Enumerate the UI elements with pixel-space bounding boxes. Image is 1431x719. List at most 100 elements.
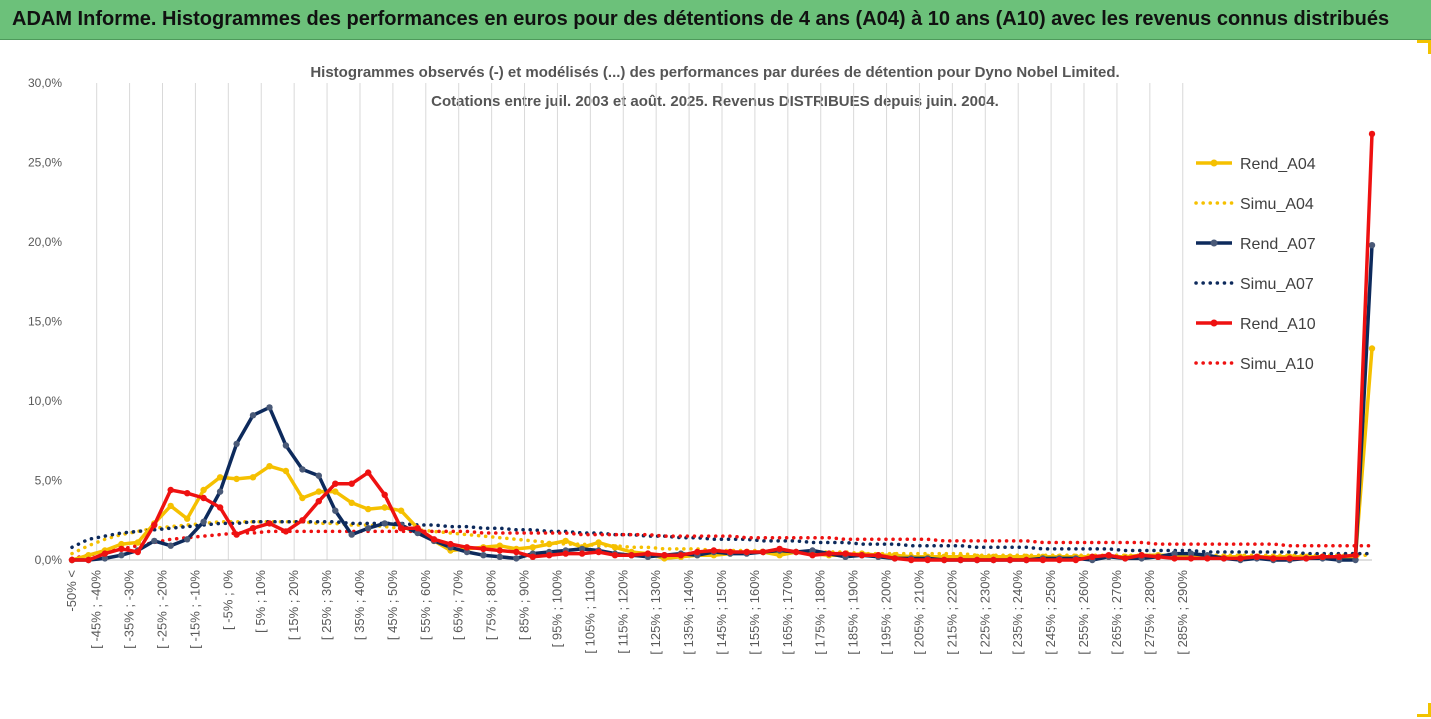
- data-point: [463, 544, 471, 551]
- legend-marker: [1210, 239, 1218, 247]
- data-point: [809, 547, 816, 554]
- x-tick-label: [ 235% ; 240%: [1010, 570, 1025, 655]
- data-point: [332, 507, 339, 514]
- x-tick-label: [ 35% ; 40%: [352, 570, 367, 641]
- data-point: [348, 480, 355, 487]
- data-point: [1122, 555, 1129, 562]
- x-tick-label: [ 285% ; 290%: [1175, 570, 1190, 655]
- corner-mark: [1417, 40, 1431, 43]
- data-point: [1220, 555, 1228, 562]
- data-point: [973, 556, 981, 564]
- x-tick-label: [ 215% ; 220%: [944, 570, 959, 655]
- legend-label: Rend_A07: [1240, 236, 1316, 253]
- data-point: [1105, 552, 1112, 559]
- data-point: [282, 442, 290, 449]
- chart-subtitle: Cotations entre juil. 2003 et août. 2025…: [431, 93, 999, 110]
- data-point: [809, 552, 816, 559]
- legend-label: Rend_A10: [1240, 316, 1316, 333]
- data-point: [1253, 553, 1261, 560]
- x-tick-label: [ 225% ; 230%: [977, 570, 992, 655]
- data-point: [1072, 556, 1080, 564]
- x-tick-label: [ -45% ; -40%: [89, 570, 104, 649]
- data-point: [85, 556, 92, 564]
- data-point: [200, 518, 207, 525]
- data-point: [710, 547, 717, 554]
- data-point: [628, 552, 635, 559]
- page-title: ADAM Informe. Histogrammes des performan…: [12, 8, 1390, 30]
- data-point: [595, 539, 602, 546]
- data-point: [68, 556, 76, 564]
- data-point: [513, 548, 520, 556]
- data-point: [266, 463, 273, 470]
- data-point: [990, 556, 997, 564]
- legend-label: Simu_A10: [1240, 356, 1314, 373]
- data-point: [792, 548, 800, 556]
- y-tick-label: 0,0%: [35, 553, 63, 567]
- data-point: [397, 525, 405, 532]
- data-point: [842, 550, 849, 557]
- data-point: [513, 555, 520, 562]
- data-point: [529, 553, 536, 560]
- data-point: [463, 548, 471, 556]
- legend-label: Simu_A04: [1240, 196, 1314, 213]
- x-tick-label: [ 55% ; 60%: [418, 570, 433, 641]
- data-point: [727, 548, 734, 556]
- corner-mark: [1428, 40, 1431, 54]
- x-tick-label: [ 115% ; 120%: [615, 570, 630, 654]
- y-tick-label: 25,0%: [28, 156, 62, 170]
- data-point: [496, 542, 503, 549]
- x-tick-label: [ 205% ; 210%: [911, 570, 926, 655]
- data-point: [414, 525, 421, 532]
- data-point: [299, 466, 306, 473]
- data-point: [891, 555, 898, 562]
- data-point: [266, 404, 273, 411]
- data-point: [578, 550, 586, 557]
- x-tick-label: [ 45% ; 50%: [385, 570, 400, 641]
- data-point: [957, 556, 964, 564]
- data-point: [118, 540, 125, 548]
- data-point: [184, 515, 191, 522]
- data-point: [496, 553, 503, 560]
- data-point: [184, 536, 191, 543]
- data-point: [216, 474, 224, 481]
- data-point: [381, 504, 388, 511]
- data-point: [167, 486, 174, 494]
- data-point: [546, 540, 553, 548]
- data-point: [151, 537, 158, 545]
- data-point: [430, 536, 438, 543]
- corner-mark: [1417, 714, 1431, 717]
- x-tick-label: -50% <: [64, 570, 79, 612]
- x-tick-label: [ 195% ; 200%: [879, 570, 894, 655]
- data-point: [1089, 553, 1096, 560]
- chart: Histogrammes observés (-) et modélisés (…: [28, 64, 1376, 655]
- data-point: [85, 552, 92, 559]
- x-tick-label: [ 15% ; 20%: [286, 570, 301, 641]
- data-point: [233, 440, 240, 448]
- x-tick-label: [ -5% ; 0%: [220, 570, 235, 630]
- series-line-simu_a07: [70, 520, 1374, 556]
- x-tick-label: [ 275% ; 280%: [1142, 570, 1157, 655]
- data-point: [397, 507, 405, 514]
- data-point: [1006, 556, 1014, 564]
- data-point: [365, 525, 372, 532]
- data-point: [1368, 130, 1376, 138]
- data-point: [611, 544, 619, 551]
- data-point: [299, 494, 306, 502]
- data-point: [1056, 556, 1063, 564]
- data-point: [216, 488, 224, 495]
- y-tick-label: 10,0%: [28, 394, 62, 408]
- legend-label: Simu_A07: [1240, 276, 1314, 293]
- x-tick-label: [ 135% ; 140%: [681, 570, 696, 655]
- data-point: [151, 521, 158, 529]
- data-point: [480, 552, 487, 559]
- data-point: [1319, 553, 1326, 560]
- y-tick-label: 5,0%: [35, 474, 63, 488]
- data-point: [875, 552, 882, 559]
- data-point: [200, 494, 207, 502]
- data-point: [908, 556, 915, 564]
- chart-title: Histogrammes observés (-) et modélisés (…: [310, 64, 1119, 81]
- data-point: [348, 531, 355, 538]
- data-point: [200, 486, 207, 494]
- data-point: [249, 525, 257, 532]
- data-point: [578, 545, 586, 553]
